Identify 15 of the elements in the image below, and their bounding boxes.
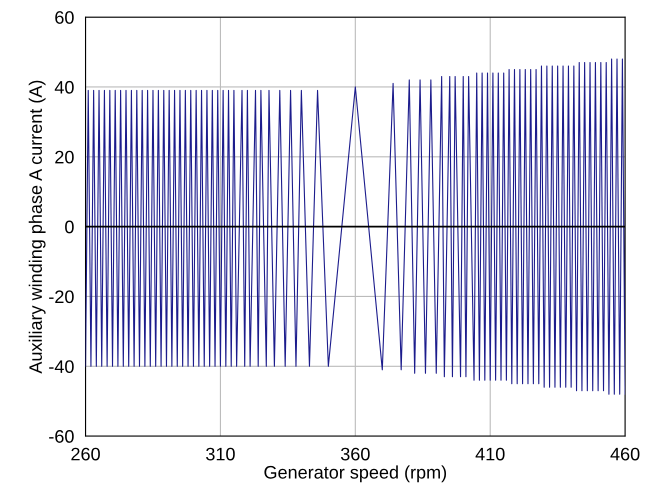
- x-tick-label: 360: [340, 448, 370, 460]
- y-axis-title: Auxiliary winding phase A current (A): [28, 80, 46, 374]
- y-tick-label: -20: [49, 290, 74, 304]
- x-axis-title: Generator speed (rpm): [264, 465, 446, 482]
- y-tick-label: -40: [49, 360, 74, 373]
- y-tick-label: 60: [55, 11, 74, 24]
- x-tick-label: 460: [610, 448, 640, 460]
- y-tick-label: -60: [49, 430, 74, 443]
- x-tick-label: 310: [206, 448, 235, 460]
- x-tick-label: 410: [476, 448, 505, 460]
- y-tick-label: 20: [55, 150, 74, 164]
- y-tick-label: 40: [54, 80, 74, 94]
- y-tick-label: 0: [65, 220, 74, 234]
- line-series: [86, 58, 626, 395]
- x-tick-label: 260: [71, 448, 100, 460]
